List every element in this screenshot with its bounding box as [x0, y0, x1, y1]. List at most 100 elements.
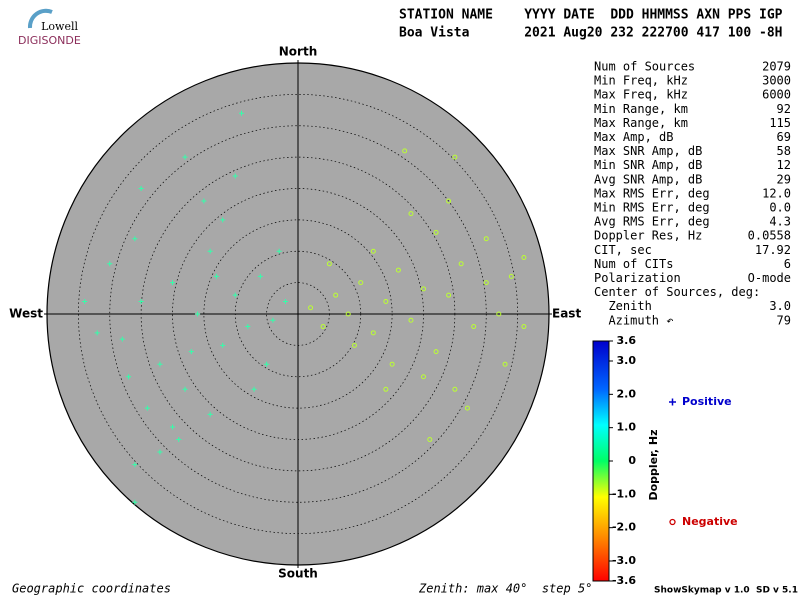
- legend-label: Positive: [682, 395, 732, 408]
- stat-label: Max RMS Err, deg: [594, 186, 710, 200]
- negative-point: [345, 311, 351, 317]
- positive-point: [157, 361, 163, 367]
- positive-point: [264, 361, 270, 367]
- positive-point: [157, 449, 163, 455]
- positive-point: [232, 173, 238, 179]
- stat-label: Avg SNR Amp, dB: [594, 172, 702, 186]
- positive-point: [170, 280, 175, 286]
- negative-point: [320, 324, 326, 330]
- stat-value: 6: [784, 257, 791, 271]
- positive-point: [182, 386, 188, 392]
- negative-point: [464, 405, 470, 411]
- north-label: North: [279, 45, 317, 59]
- negative-point: [521, 324, 527, 330]
- negative-point: [483, 280, 489, 286]
- positive-point: [132, 462, 138, 468]
- negative-point: [452, 386, 458, 392]
- positive-point: [170, 424, 175, 430]
- colorbar-tick-label: -2.0: [612, 521, 636, 534]
- positive-point: [220, 217, 226, 223]
- negative-point: [521, 255, 527, 261]
- negative-point: [446, 292, 452, 298]
- colorbar-tick-label: 1.0: [617, 421, 637, 434]
- positive-point: [132, 236, 138, 242]
- stat-value: 58: [777, 144, 791, 158]
- negative-point: [408, 211, 414, 217]
- footer-left: Geographic coordinates: [12, 582, 171, 596]
- positive-point: [207, 411, 213, 417]
- positive-point: [182, 154, 188, 160]
- stat-label: Min RMS Err, deg: [594, 201, 710, 215]
- stat-value: 12: [777, 158, 791, 172]
- positive-point: [119, 336, 125, 342]
- stat-value: 17.92: [755, 243, 791, 257]
- stat-label: Polarization: [594, 271, 681, 285]
- colorbar-label: Doppler, Hz: [647, 429, 660, 500]
- negative-point: [433, 349, 439, 355]
- stat-label: Max Amp, dB: [594, 130, 673, 144]
- footer-right: ShowSkymap v 1.0 SD v 5.1: [654, 586, 798, 596]
- stat-value: 0.0: [769, 201, 791, 215]
- colorbar-tick-label: 0: [628, 454, 636, 467]
- positive-point: [195, 311, 201, 317]
- legend-symbol: [669, 518, 676, 526]
- positive-point: [239, 110, 245, 116]
- positive-point: [232, 292, 238, 298]
- positive-point: [94, 330, 100, 336]
- stat-label: Doppler Res, Hz: [594, 229, 702, 243]
- west-label: West: [9, 307, 43, 321]
- colorbar-tick-label: 2.0: [617, 387, 637, 400]
- positive-point: [138, 298, 144, 304]
- stat-label: Azimuth ↶: [594, 313, 673, 327]
- stat-label: Max SNR Amp, dB: [594, 144, 702, 158]
- negative-point: [496, 311, 502, 317]
- negative-point: [421, 374, 426, 380]
- negative-point: [395, 267, 401, 273]
- legend-symbol: [669, 398, 676, 406]
- positive-point: [251, 386, 257, 392]
- stat-label: Max Range, km: [594, 116, 688, 130]
- colorbar-tick-label: 3.6: [617, 334, 637, 347]
- stat-label: Max Freq, kHz: [594, 88, 688, 102]
- stat-value: 115: [769, 116, 791, 130]
- negative-point: [351, 342, 357, 348]
- stat-label: Num of CITs: [594, 257, 673, 271]
- positive-point: [188, 349, 194, 355]
- negative-point: [383, 298, 389, 304]
- negative-point: [358, 280, 364, 286]
- east-label: East: [552, 307, 581, 321]
- negative-point: [370, 248, 376, 254]
- negative-point: [370, 330, 376, 336]
- stat-label: Min Freq, kHz: [594, 74, 688, 88]
- stat-value: 0.0558: [748, 229, 791, 243]
- stat-label: Avg RMS Err, deg: [594, 215, 710, 229]
- negative-point: [483, 236, 489, 242]
- stat-value: O-mode: [748, 271, 791, 285]
- stat-value: 4.3: [769, 215, 791, 229]
- stat-label: Min Range, km: [594, 102, 688, 116]
- stat-label: Min SNR Amp, dB: [594, 158, 702, 172]
- positive-point: [132, 499, 138, 505]
- colorbar: [592, 340, 610, 582]
- stat-label: CIT, sec: [594, 243, 652, 257]
- colorbar-tick-label: -3.0: [612, 554, 636, 567]
- stat-value: 92: [777, 102, 791, 116]
- positive-point: [201, 198, 207, 204]
- positive-point: [107, 261, 113, 267]
- positive-point: [213, 273, 219, 279]
- stat-label: Num of Sources: [594, 60, 695, 74]
- stat-value: 29: [777, 172, 791, 186]
- negative-point: [508, 273, 514, 279]
- negative-point: [308, 305, 314, 311]
- positive-point: [144, 405, 150, 411]
- positive-point: [245, 324, 251, 330]
- positive-point: [138, 186, 144, 191]
- negative-point: [421, 286, 426, 292]
- stat-value: 79: [777, 313, 791, 327]
- negative-point: [402, 148, 408, 154]
- stat-value: 3.0: [769, 299, 791, 313]
- positive-point: [126, 374, 132, 380]
- negative-point: [326, 261, 332, 267]
- negative-point: [408, 317, 414, 323]
